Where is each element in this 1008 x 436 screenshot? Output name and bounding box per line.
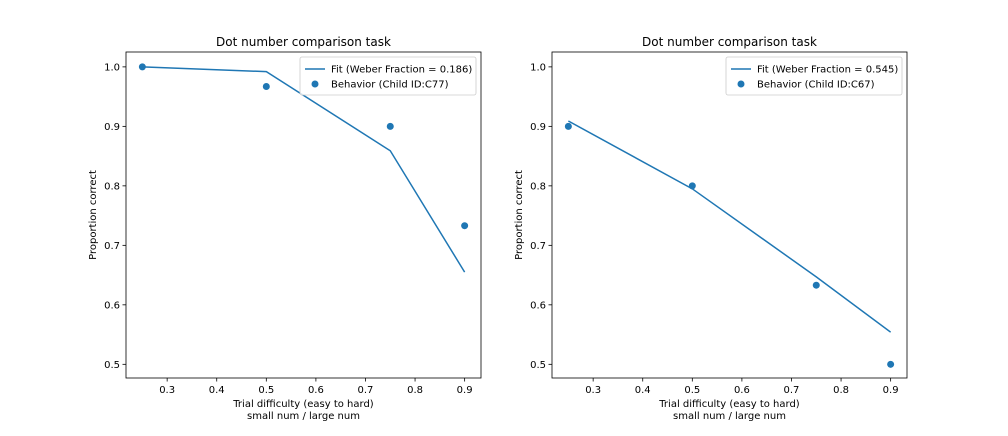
legend-label: Fit (Weber Fraction = 0.186) bbox=[331, 65, 472, 76]
legend-box bbox=[299, 56, 477, 96]
y-tick-label: 0.9 bbox=[530, 122, 546, 133]
x-tick-label: 0.7 bbox=[784, 385, 800, 396]
legend-label: Fit (Weber Fraction = 0.545) bbox=[757, 65, 898, 76]
y-tick-label: 1.0 bbox=[104, 62, 120, 73]
y-tick-label: 0.6 bbox=[530, 300, 546, 311]
behavior-point bbox=[262, 83, 270, 91]
chart-panel-1: Dot number comparison task 0.3 0.4 0.5 0.6 0.… bbox=[88, 35, 482, 422]
legend-marker-swatch bbox=[311, 80, 319, 88]
y-tick-label: 0.6 bbox=[104, 300, 120, 311]
legend-label: Behavior (Child ID:C67) bbox=[757, 80, 875, 91]
chart-panel-2: Dot number comparison task 0.3 0.4 0.5 0.6 0.… bbox=[514, 35, 908, 422]
legend-box bbox=[725, 56, 903, 96]
behavior-point bbox=[138, 63, 146, 71]
x-tick-label: 0.4 bbox=[209, 385, 225, 396]
y-tick-label: 0.9 bbox=[104, 122, 120, 133]
behavior-point bbox=[688, 182, 696, 190]
y-tick-label: 0.5 bbox=[530, 360, 546, 371]
x-tick-label: 0.4 bbox=[635, 385, 651, 396]
x-tick-label: 0.3 bbox=[585, 385, 601, 396]
behavior-point bbox=[812, 281, 820, 289]
x-tick-label: 0.6 bbox=[734, 385, 750, 396]
x-tick-label: 0.8 bbox=[407, 385, 423, 396]
x-tick-label: 0.3 bbox=[159, 385, 175, 396]
x-tick-label: 0.9 bbox=[883, 385, 899, 396]
y-tick-label: 0.8 bbox=[530, 181, 546, 192]
legend: Fit (Weber Fraction = 0.545) Behavior (Ch… bbox=[725, 56, 903, 96]
y-tick-label: 1.0 bbox=[530, 62, 546, 73]
chart-title: Dot number comparison task bbox=[642, 35, 817, 49]
chart-title: Dot number comparison task bbox=[216, 35, 391, 49]
behavior-point bbox=[564, 122, 572, 130]
legend: Fit (Weber Fraction = 0.186) Behavior (Ch… bbox=[299, 56, 477, 96]
y-tick-label: 0.5 bbox=[104, 360, 120, 371]
x-tick-label: 0.5 bbox=[258, 385, 274, 396]
fit-line bbox=[568, 120, 892, 333]
x-axis-label: Trial difficulty (easy to hard) bbox=[658, 399, 799, 410]
x-axis-label-line2: small num / large num bbox=[673, 411, 786, 422]
behavior-point bbox=[887, 360, 895, 368]
x-axis-label: Trial difficulty (easy to hard) bbox=[232, 399, 373, 410]
plot-frame bbox=[551, 51, 908, 379]
y-tick-label: 0.7 bbox=[530, 241, 546, 252]
behavior-point bbox=[461, 222, 469, 230]
y-axis-label: Proportion correct bbox=[88, 170, 99, 260]
fit-line bbox=[142, 66, 466, 273]
legend-label: Behavior (Child ID:C77) bbox=[331, 80, 449, 91]
x-tick-label: 0.7 bbox=[358, 385, 374, 396]
behavior-point bbox=[386, 122, 394, 130]
x-tick-label: 0.9 bbox=[457, 385, 473, 396]
x-tick-label: 0.5 bbox=[684, 385, 700, 396]
y-tick-label: 0.8 bbox=[104, 181, 120, 192]
x-axis-label-line2: small num / large num bbox=[247, 411, 360, 422]
legend-marker-swatch bbox=[737, 80, 745, 88]
y-tick-label: 0.7 bbox=[104, 241, 120, 252]
x-tick-label: 0.6 bbox=[308, 385, 324, 396]
x-tick-label: 0.8 bbox=[833, 385, 849, 396]
y-axis-label: Proportion correct bbox=[514, 170, 525, 260]
plot-frame bbox=[125, 51, 482, 379]
